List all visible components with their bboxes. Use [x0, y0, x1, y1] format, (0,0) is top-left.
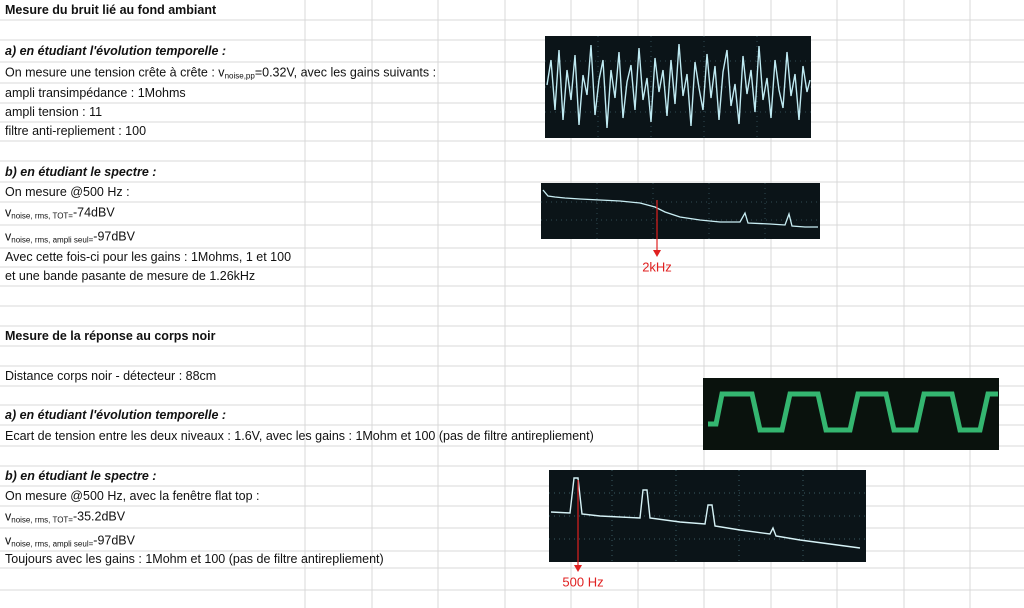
- text: Ecart de tension entre les deux niveaux …: [5, 429, 594, 443]
- arrow-head: [653, 250, 661, 257]
- arrow-head: [574, 565, 582, 572]
- noise-spectrum: [541, 183, 820, 257]
- text: ampli tension : 11: [5, 105, 103, 119]
- text: =0.32V, avec les gains suivants :: [254, 65, 437, 80]
- cell-text: ampli transimpédance : 1Mohms: [5, 86, 186, 100]
- text: et une bande pasante de mesure de 1.26kH…: [5, 269, 256, 283]
- cell-text: a) en étudiant l'évolution temporelle :: [5, 44, 226, 58]
- text: Toujours avec les gains : 1Mohm et 100 (…: [5, 552, 384, 566]
- text: a) en étudiant l'évolution temporelle :: [5, 44, 227, 58]
- blackbody-spectrum: [549, 470, 866, 572]
- cell-text: On mesure une tension crête à crête : vn…: [5, 66, 436, 81]
- text: ampli transimpédance : 1Mohms: [5, 86, 186, 100]
- text: Mesure du bruit lié au fond ambiant: [5, 3, 217, 17]
- cell-text: b) en étudiant le spectre :: [5, 469, 156, 483]
- text: v: [5, 205, 12, 220]
- text: On mesure une tension crête à crête : v: [5, 65, 225, 80]
- cell-text: Toujours avec les gains : 1Mohm et 100 (…: [5, 552, 384, 566]
- text: Avec cette fois-ci pour les gains : 1Moh…: [5, 250, 292, 264]
- cell-text: b) en étudiant le spectre :: [5, 165, 156, 179]
- subscript: noise, rms, ampli seul=: [11, 235, 94, 245]
- subscript: noise, rms, TOT=: [11, 211, 73, 221]
- subscript: noise, rms, ampli seul=: [11, 539, 94, 549]
- subscript: noise, rms, TOT=: [11, 515, 73, 525]
- text: b) en étudiant le spectre :: [5, 469, 157, 483]
- text: v: [5, 533, 12, 548]
- text: b) en étudiant le spectre :: [5, 165, 157, 179]
- cell-text: Avec cette fois-ci pour les gains : 1Moh…: [5, 250, 291, 264]
- annotation: 500 Hz: [562, 574, 603, 589]
- cell-text: Mesure de la réponse au corps noir: [5, 329, 215, 343]
- text: -97dBV: [93, 229, 135, 244]
- subscript: noise,pp: [224, 71, 255, 81]
- text: v: [5, 229, 12, 244]
- text: a) en étudiant l'évolution temporelle :: [5, 408, 227, 422]
- text: Mesure de la réponse au corps noir: [5, 329, 216, 343]
- cell-text: Mesure du bruit lié au fond ambiant: [5, 3, 216, 17]
- cell-text: On mesure @500 Hz :: [5, 185, 130, 199]
- text: -74dBV: [72, 205, 115, 220]
- text: On mesure @500 Hz :: [5, 185, 130, 199]
- cell-text: vnoise, rms, TOT=-35.2dBV: [5, 510, 125, 525]
- cell-text: vnoise, rms, ampli seul=-97dBV: [5, 534, 135, 549]
- square-wave-oscillogram: [703, 378, 999, 450]
- text: -35.2dBV: [72, 509, 126, 524]
- noise-oscillogram: [545, 36, 811, 138]
- cell-text: et une bande pasante de mesure de 1.26kH…: [5, 269, 255, 283]
- cell-text: On mesure @500 Hz, avec la fenêtre flat …: [5, 489, 259, 503]
- cell-text: vnoise, rms, ampli seul=-97dBV: [5, 230, 135, 245]
- text: On mesure @500 Hz, avec la fenêtre flat …: [5, 489, 260, 503]
- cell-text: vnoise, rms, TOT=-74dBV: [5, 206, 115, 221]
- cell-text: Distance corps noir - détecteur : 88cm: [5, 369, 216, 383]
- annotation: 2kHz: [642, 259, 672, 274]
- text: Distance corps noir - détecteur : 88cm: [5, 369, 217, 383]
- text: -97dBV: [93, 533, 135, 548]
- text: v: [5, 509, 12, 524]
- cell-text: filtre anti-repliement : 100: [5, 124, 146, 138]
- cell-text: Ecart de tension entre les deux niveaux …: [5, 429, 594, 443]
- cell-text: ampli tension : 11: [5, 105, 102, 119]
- text: filtre anti-repliement : 100: [5, 124, 147, 138]
- cell-text: a) en étudiant l'évolution temporelle :: [5, 408, 226, 422]
